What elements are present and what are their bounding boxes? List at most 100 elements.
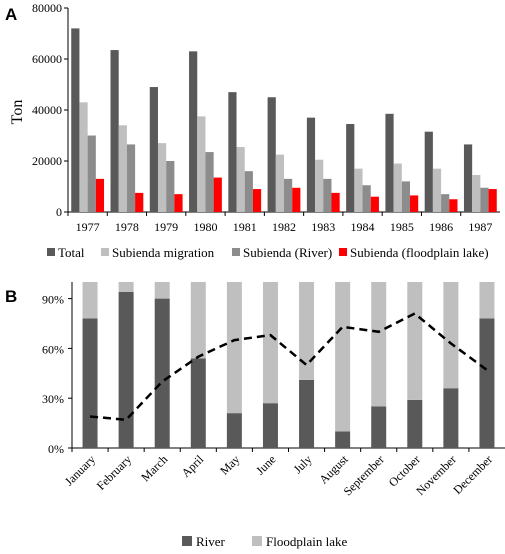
panel-a-bar [306,117,316,212]
panel-b-bar-segment [118,291,134,448]
panel-b-bar-segment [335,282,351,432]
panel-b-bar-segment [82,318,98,448]
panel-a-bar [331,192,340,212]
panel-b-legend-swatch [252,536,262,546]
panel-a-bar [480,187,489,212]
panel-a-x-tick-label: 1986 [429,220,453,234]
panel-b-bar-segment [190,358,206,448]
panel-b-legend-label: River [196,534,226,549]
panel-b-x-tick-label: August [316,452,351,487]
panel-b-y-tick-label: 60% [42,342,64,356]
panel-a-bar [323,178,332,212]
panel-a-legend-swatch [232,248,240,256]
panel-b-bar-segment [226,282,242,414]
panel-a-bar [79,102,88,212]
panel-a-bar [166,161,175,212]
panel-a-bar [275,154,284,212]
panel-a-x-tick-label: 1985 [390,220,414,234]
panel-a-legend-label: Subienda (floodplain lake) [350,245,489,260]
panel-a-bar [424,131,433,212]
panel-b-x-tick-label: May [217,452,242,477]
panel-b-x-tick-label: June [253,452,278,477]
panel-a-bar [236,146,245,212]
panel-a-bar [393,163,402,212]
panel-b-trend-line [89,312,488,422]
panel-b-bar-segment [479,318,495,448]
panel-a-bar [71,28,80,213]
panel-a-bar [157,143,167,212]
panel-a-legend-swatch [339,248,347,256]
panel-b-x-tick-label: March [138,452,170,484]
panel-b-x-tick-label: December [450,452,495,497]
panel-b-bar-segment [479,282,495,319]
panel-b-bar-segment [407,282,423,400]
panel-b-bar-segment [371,406,387,448]
panel-b-bar-segment [262,282,278,404]
panel-a-bar [463,144,473,212]
panel-a-legend-label: Subienda (River) [243,245,332,260]
panel-a-bar [432,168,442,212]
panel-a-bar [346,124,355,212]
panel-a-bar [284,178,293,212]
panel-a-bar [410,195,419,212]
panel-b-bar-segment [371,282,387,407]
panel-a-bar [118,125,127,212]
panel-a-bar [149,87,158,212]
panel-a-legend-label: Subienda migration [112,245,215,260]
panel-a-x-tick-label: 1981 [233,220,257,234]
panel-a-bar [244,171,253,212]
panel-b-y-tick-label: 30% [42,392,64,406]
panel-a-bar [488,189,497,212]
panel-a-x-tick-label: 1987 [468,220,492,234]
panel-b-bar-segment [262,403,278,448]
panel-b-legend-label: Floodplain lake [266,534,347,549]
panel-a-y-axis-title: Ton [9,100,26,125]
panel-a-legend-label: Total [58,245,85,260]
panel-a-x-tick-label: 1979 [154,220,178,234]
panel-b-x-tick-label: July [291,452,315,476]
panel-b-bar-segment [154,282,170,299]
panel-a-bar [441,194,450,212]
panel-b-bar-segment [118,282,134,292]
panel-b-x-tick-label: February [94,452,135,493]
panel-b-bar-segment [335,431,351,448]
panel-a-legend-swatch [101,248,109,256]
panel-a-bar [362,185,371,212]
panel-b-y-tick-label: 90% [42,293,64,307]
panel-a-bar [189,51,198,212]
panel-b-label: B [5,287,17,306]
panel-a-bar [401,181,411,212]
panel-a-y-tick-label: 40000 [32,103,62,117]
panel-a-bar [385,113,394,212]
panel-a: A Ton 0 20000 40000 60000 80000 1977 1978 1979 1… [5,1,500,260]
panel-a-bar [354,168,363,212]
panel-a-x-tick-label: 1980 [193,220,217,234]
panel-a-x-tick-label: 1977 [76,220,100,234]
panel-b-bar-segment [299,379,315,448]
panel-a-bar [174,194,183,212]
panel-b-bar-segment [443,282,459,389]
panel-a-x-tick-label: 1984 [351,220,375,234]
panel-a-bar [267,97,276,212]
panel-a-y-tick-label: 80000 [32,1,62,15]
panel-a-bar [292,187,301,212]
panel-a-x-tick-label: 1978 [115,220,139,234]
panel-a-bar [95,178,105,212]
panel-a-bar [135,192,144,212]
panel-a-bar [126,144,136,212]
panel-a-bar [252,189,262,212]
panel-b-bar-segment [299,282,315,380]
panel-a-bar [370,196,379,212]
panel-a-bar [228,92,237,212]
panel-a-y-tick-label: 0 [56,205,62,219]
panel-a-label: A [5,5,17,24]
panel-b-bar-segment [407,399,423,448]
panel-b-bar-segment [82,282,98,319]
panel-b-bar-segment [154,298,170,448]
panel-a-bar [87,135,96,212]
panel-b-legend-swatch [182,536,192,546]
panel-a-legend-swatch [47,248,55,256]
panel-a-x-tick-label: 1983 [311,220,335,234]
